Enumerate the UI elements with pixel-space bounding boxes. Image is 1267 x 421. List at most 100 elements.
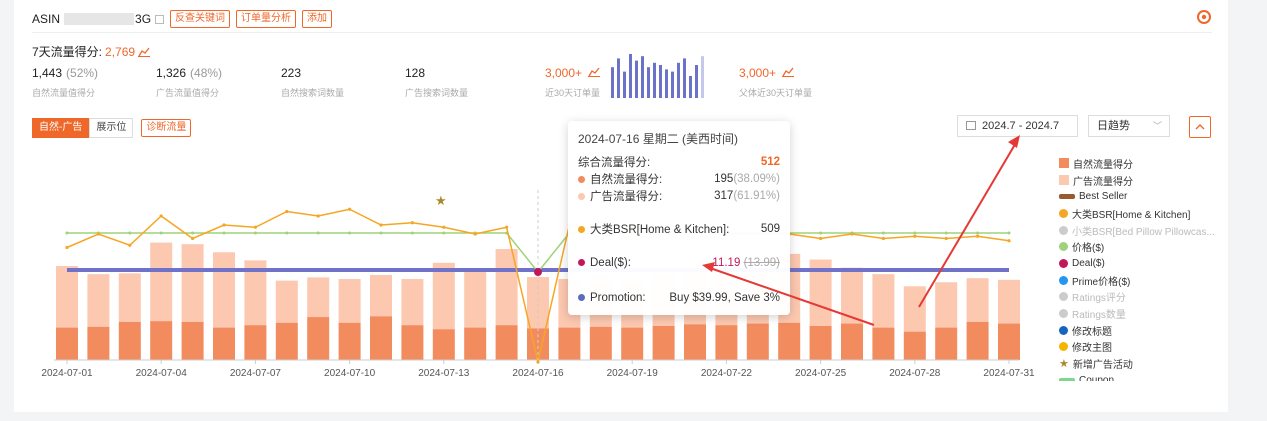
chart-tooltip: 2024-07-16 星期二 (美西时间) 综合流量得分: 512 自然流量得分… bbox=[568, 121, 790, 315]
x-tick-label: 2024-07-01 bbox=[41, 368, 93, 379]
ad-score-bar bbox=[244, 260, 267, 326]
price-point bbox=[410, 231, 414, 235]
legend-item[interactable]: Deal($) bbox=[1059, 255, 1229, 272]
x-tick-label: 2024-07-13 bbox=[418, 368, 470, 379]
natural-score-bar bbox=[652, 325, 675, 360]
legend-item[interactable]: 价格($) bbox=[1059, 238, 1229, 255]
order-analysis-tag[interactable]: 订单量分析 bbox=[236, 10, 297, 28]
natural-score-bar bbox=[935, 327, 958, 360]
diagnose-traffic-tag[interactable]: 诊断流量 bbox=[141, 119, 192, 137]
metric-label: 自然流量值得分 bbox=[32, 88, 96, 98]
ad-score-bar bbox=[935, 282, 958, 328]
natural-score-bar bbox=[778, 322, 801, 360]
bsr-dot-icon bbox=[578, 225, 585, 233]
metric-label: 近30天订单量 bbox=[545, 88, 601, 98]
trend-icon[interactable] bbox=[138, 47, 151, 57]
tooltip-bsr-value: 509 bbox=[760, 222, 780, 235]
legend-item[interactable]: ★ 新增广告活动 bbox=[1059, 355, 1229, 372]
bsr-point bbox=[850, 232, 854, 236]
chart-legend: 自然流量得分 广告流量得分 Best Seller 大类BSR[Home & Kitc… bbox=[1059, 155, 1229, 381]
score-label: 7天流量得分: bbox=[32, 45, 103, 59]
legend-swatch-icon bbox=[1059, 208, 1068, 218]
legend-item[interactable]: Prime价格($) bbox=[1059, 272, 1229, 289]
ad-score-bar bbox=[527, 277, 549, 329]
natural-score-bar bbox=[181, 321, 204, 360]
add-tag[interactable]: 添加 bbox=[302, 10, 333, 28]
legend-label: 自然流量得分 bbox=[1073, 159, 1133, 171]
natural-score-bar bbox=[401, 325, 424, 360]
tooltip-deal-label: Deal($): bbox=[590, 256, 631, 269]
ad-score-bar bbox=[150, 242, 173, 322]
legend-item[interactable]: 大类BSR[Home & Kitchen] bbox=[1059, 205, 1229, 222]
metric-label: 自然搜索词数量 bbox=[281, 88, 345, 98]
tooltip-bsr-label: 大类BSR[Home & Kitchen]: bbox=[590, 223, 730, 236]
asin-redacted bbox=[64, 13, 135, 25]
tab-display[interactable]: 展示位 bbox=[89, 118, 134, 138]
x-tick-label: 2024-07-16 bbox=[512, 368, 564, 379]
orders-sparkbar bbox=[611, 54, 704, 98]
bsr-point bbox=[473, 232, 477, 236]
traffic-chart[interactable]: 2024-07-01 2024-07-04 2024-07-07 2024-07-10… bbox=[14, 140, 1054, 385]
legend-label: 价格($) bbox=[1072, 243, 1105, 255]
legend-item[interactable]: Best Seller bbox=[1059, 188, 1229, 205]
bsr-point bbox=[316, 214, 320, 218]
trend-icon[interactable] bbox=[782, 67, 795, 77]
tooltip-ad-label: 广告流量得分: bbox=[590, 190, 663, 203]
legend-item[interactable]: 修改标题 bbox=[1059, 322, 1229, 339]
legend-item[interactable]: 小类BSR[Bed Pillow Pillowcas... bbox=[1059, 222, 1229, 239]
legend-item[interactable]: Coupon bbox=[1059, 372, 1229, 381]
bsr-point bbox=[128, 243, 132, 247]
legend-item[interactable]: 广告流量得分 bbox=[1059, 172, 1229, 189]
legend-item[interactable]: Ratings数量 bbox=[1059, 305, 1229, 322]
ad-dot-icon bbox=[578, 192, 585, 200]
legend-swatch-icon bbox=[1059, 175, 1069, 186]
date-range-picker[interactable]: 2024.7 - 2024.7 bbox=[957, 115, 1078, 137]
bsr-point bbox=[944, 236, 948, 241]
tooltip-promo-value: Buy $39.99, Save 3% bbox=[669, 291, 780, 304]
trend-icon[interactable] bbox=[588, 67, 601, 77]
x-tick-label: 2024-07-31 bbox=[983, 368, 1035, 379]
ad-score-bar bbox=[841, 267, 863, 324]
price-point bbox=[191, 231, 195, 235]
collapse-button[interactable] bbox=[1189, 116, 1211, 138]
metric-label: 广告流量值得分 bbox=[156, 88, 220, 98]
tooltip-natural: 自然流量得分: 195(38.09%) bbox=[578, 170, 780, 187]
natural-score-bar bbox=[307, 317, 330, 360]
metric-value: 128 bbox=[405, 66, 426, 80]
mini-bar bbox=[659, 65, 662, 98]
mini-bar bbox=[677, 62, 680, 98]
new-campaign-star-icon: ★ bbox=[435, 193, 447, 208]
deal-dot-icon bbox=[578, 258, 585, 266]
legend-item[interactable]: 修改主图 bbox=[1059, 339, 1229, 356]
copy-icon[interactable] bbox=[155, 14, 165, 24]
mini-bar bbox=[611, 67, 614, 98]
bsr-point bbox=[285, 209, 289, 214]
trend-select[interactable]: 日趋势 ﹀ bbox=[1088, 115, 1170, 137]
metric-natural-keywords: 223 自然搜索词数量 bbox=[281, 66, 344, 99]
ad-score-bar bbox=[966, 278, 989, 322]
reverse-keyword-tag[interactable]: 反查关键词 bbox=[170, 10, 231, 28]
promotion-dot-icon bbox=[578, 293, 585, 301]
natural-score-bar bbox=[338, 322, 361, 360]
divider bbox=[32, 32, 1212, 33]
legend-swatch-icon bbox=[1059, 225, 1068, 235]
metric-parent-orders: 3,000+ 父体近30天订单量 bbox=[739, 66, 812, 99]
metric-label: 父体近30天订单量 bbox=[739, 88, 813, 98]
legend-item[interactable]: 自然流量得分 bbox=[1059, 155, 1229, 172]
legend-label: 小类BSR[Bed Pillow Pillowcas... bbox=[1072, 226, 1215, 238]
bsr-point bbox=[442, 225, 446, 229]
legend-label: Prime价格($) bbox=[1072, 276, 1131, 288]
bsr-point bbox=[505, 225, 509, 229]
asin-trail: 3G bbox=[135, 12, 152, 26]
natural-score-bar bbox=[684, 324, 706, 360]
x-tick-label: 2024-07-07 bbox=[230, 368, 282, 379]
legend-swatch-icon bbox=[1059, 194, 1075, 200]
tooltip-ad-pct: (61.91%) bbox=[733, 189, 780, 202]
legend-item[interactable]: Ratings评分 bbox=[1059, 289, 1229, 306]
x-tick-label: 2024-07-19 bbox=[607, 368, 659, 379]
tab-natural-ad[interactable]: 自然-广告 bbox=[32, 118, 90, 138]
settings-icon[interactable] bbox=[1197, 10, 1211, 24]
tooltip-deal-old: (13.99) bbox=[743, 256, 780, 269]
x-tick-label: 2024-07-10 bbox=[324, 368, 376, 379]
natural-score-bar bbox=[809, 325, 832, 360]
